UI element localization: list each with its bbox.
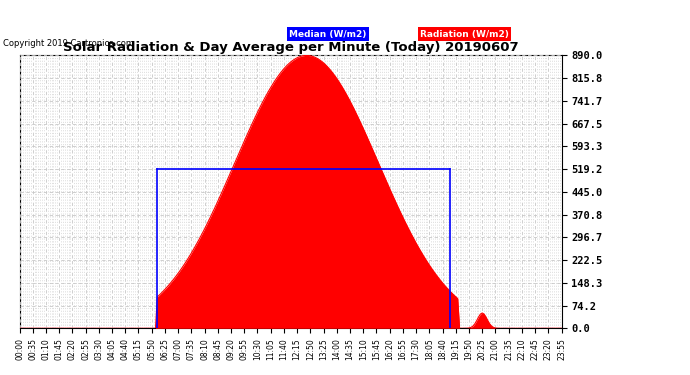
Title: Solar Radiation & Day Average per Minute (Today) 20190607: Solar Radiation & Day Average per Minute… bbox=[63, 41, 518, 54]
Text: Copyright 2019 Cartronics.com: Copyright 2019 Cartronics.com bbox=[3, 39, 135, 48]
Text: Radiation (W/m2): Radiation (W/m2) bbox=[420, 30, 509, 39]
Text: Median (W/m2): Median (W/m2) bbox=[289, 30, 366, 39]
